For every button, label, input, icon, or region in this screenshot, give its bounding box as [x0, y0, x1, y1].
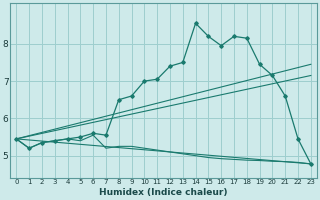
X-axis label: Humidex (Indice chaleur): Humidex (Indice chaleur) [99, 188, 228, 197]
